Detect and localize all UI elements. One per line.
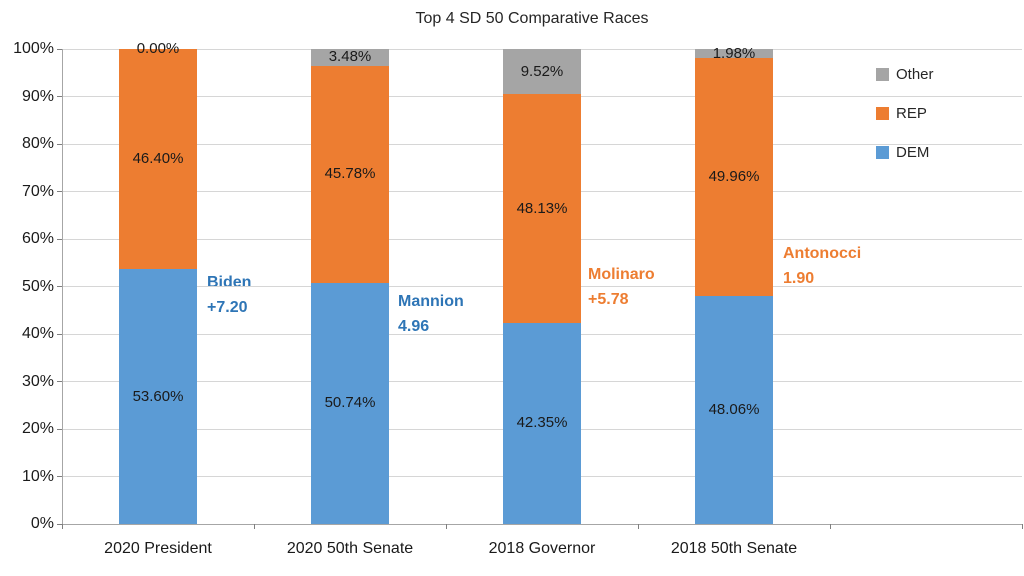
x-axis-line (62, 524, 1022, 525)
legend-label-other: Other (896, 66, 934, 83)
x-category-label: 2018 50th Senate (670, 540, 798, 557)
legend-swatch-other-icon (876, 68, 889, 81)
y-axis-tick-label: 50% (21, 277, 54, 295)
bar-value-label-dem: 50.74% (324, 394, 376, 412)
bar-segment-dem (695, 295, 773, 524)
y-axis-tick-mark (57, 191, 62, 192)
annotation-value: +5.78 (588, 291, 629, 308)
y-axis-tick-mark (57, 143, 62, 145)
y-axis-tick-mark (57, 428, 62, 430)
y-axis-tick-mark (57, 476, 62, 477)
x-axis-tick-mark (254, 524, 255, 529)
bar-value-label-other: 9.52% (520, 62, 564, 80)
annotation-rep: Molinaro +5.78 (588, 262, 655, 312)
bar-segment-other (503, 49, 581, 95)
y-axis-tick-mark (57, 381, 62, 382)
bar-value-label-rep: 49.96% (708, 168, 760, 186)
y-axis-tick-mark (57, 523, 62, 525)
bar-segment-rep (695, 58, 773, 296)
y-axis-tick-label: 20% (21, 420, 54, 437)
legend: Other REP DEM (876, 55, 934, 172)
legend-swatch-dem-icon (876, 146, 889, 159)
annotation-value: +7.20 (207, 299, 248, 316)
x-axis-tick-mark (446, 524, 447, 529)
bar-value-label-other: 1.98% (712, 44, 756, 62)
x-axis-tick-mark (62, 524, 63, 529)
legend-swatch-rep-icon (876, 107, 889, 120)
annotation-value: 4.96 (398, 318, 430, 335)
bar-value-label-rep: 45.78% (324, 165, 376, 183)
y-axis-tick-label: 80% (21, 135, 54, 152)
bar-segment-other (695, 49, 773, 59)
annotation-name: Molinaro (588, 266, 655, 283)
annotation-rep: Antonocci 1.90 (783, 241, 861, 291)
y-axis-tick-mark (57, 48, 62, 50)
y-axis-tick-label: 30% (21, 372, 54, 390)
bar-value-label-dem: 48.06% (708, 400, 760, 418)
bar-value-label-other: 0.00% (136, 40, 180, 57)
y-axis-tick-label: 0% (30, 515, 54, 532)
y-axis-tick-label: 60% (21, 230, 54, 247)
x-axis-tick-mark (638, 524, 639, 529)
legend-label-dem: DEM (896, 144, 930, 161)
bar-value-label-rep: 46.40% (132, 150, 184, 168)
legend-label-rep: REP (896, 105, 927, 122)
bar-segment-rep (503, 94, 581, 323)
y-axis-tick-label: 10% (21, 467, 54, 485)
y-axis-tick-label: 40% (21, 325, 54, 342)
x-axis-tick-mark (1022, 524, 1023, 529)
chart-title: Top 4 SD 50 Comparative Races (415, 10, 649, 27)
bar-segment-dem (311, 282, 389, 524)
bar-segment-rep (311, 65, 389, 283)
bar-value-label-rep: 48.13% (516, 199, 568, 217)
bar-segment-dem (119, 269, 197, 524)
bar-segment-rep (119, 49, 197, 270)
y-axis-tick-mark (57, 333, 62, 335)
y-axis-tick-mark (57, 96, 62, 97)
bar-value-label-dem: 53.60% (132, 387, 184, 405)
y-axis-tick-label: 70% (21, 182, 54, 200)
annotation-dem: Biden +7.20 (207, 270, 251, 320)
y-axis-tick-label: 100% (13, 40, 54, 57)
x-category-label: 2020 President (104, 540, 212, 557)
bar-segment-other (311, 49, 389, 66)
x-category-label: 2018 Governor (488, 540, 596, 557)
legend-item-dem: DEM (876, 133, 934, 172)
x-category-label: 2020 50th Senate (286, 540, 414, 557)
legend-item-rep: REP (876, 94, 934, 133)
y-axis-tick-label: 90% (21, 87, 54, 105)
bar-value-label-other: 3.48% (328, 48, 372, 66)
annotation-name: Antonocci (783, 245, 862, 262)
y-axis-line (62, 49, 63, 524)
bar-value-label-dem: 42.35% (516, 414, 568, 432)
legend-item-other: Other (876, 55, 934, 94)
y-axis-tick-mark (57, 238, 62, 240)
bar-segment-dem (503, 322, 581, 524)
annotation-name: Biden (207, 274, 252, 291)
annotation-value: 1.90 (783, 270, 815, 287)
annotation-dem: Mannion 4.96 (398, 289, 464, 339)
x-axis-tick-mark (830, 524, 831, 529)
y-axis-tick-mark (57, 286, 62, 287)
annotation-name: Mannion (398, 293, 464, 310)
